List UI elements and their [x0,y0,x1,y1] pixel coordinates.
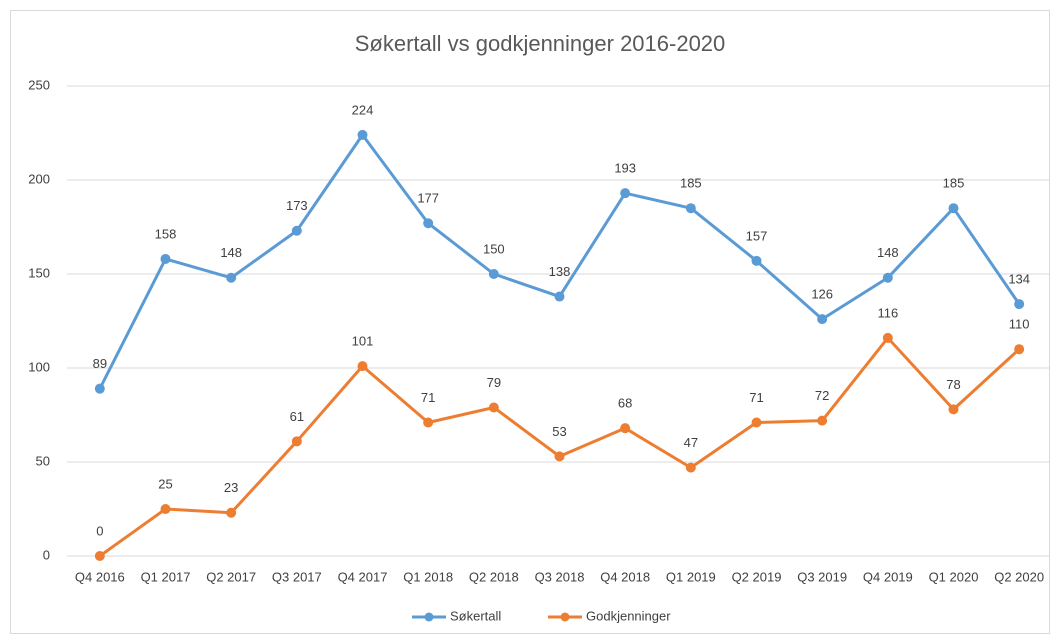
data-label: 101 [352,334,374,349]
point [94,383,105,394]
data-label: 79 [487,375,501,390]
point [817,415,828,426]
point [554,451,565,462]
data-label: 173 [286,198,308,213]
data-label: 150 [483,241,505,256]
point [423,218,434,229]
point [882,332,893,343]
point [357,129,368,140]
data-label: 138 [549,264,571,279]
point [948,404,959,415]
data-label: 89 [93,356,107,371]
x-tick-label: Q3 2019 [797,569,847,584]
data-label: 47 [684,435,698,450]
data-label: 148 [877,245,899,260]
point [817,314,828,325]
point [357,361,368,372]
x-tick-label: Q4 2017 [338,569,388,584]
data-label: 110 [1009,317,1030,332]
data-label: 193 [614,161,636,176]
data-label: 71 [421,390,435,405]
chart-border [10,10,1050,634]
data-label: 72 [815,388,829,403]
x-tick-label: Q2 2017 [206,569,256,584]
y-tick-label: 100 [28,359,50,374]
point [291,225,302,236]
data-label: 71 [749,390,763,405]
data-label: 177 [417,191,439,206]
data-label: 157 [746,228,768,243]
data-label: 23 [224,480,238,495]
point [948,203,959,214]
x-tick-label: Q4 2016 [75,569,125,584]
x-tick-label: Q4 2019 [863,569,913,584]
x-tick-label: Q1 2020 [929,569,979,584]
x-tick-label: Q1 2018 [403,569,453,584]
y-tick-label: 250 [28,77,50,92]
y-tick-label: 200 [28,171,50,186]
x-tick-label: Q3 2017 [272,569,322,584]
x-tick-label: Q2 2019 [732,569,782,584]
data-label: 61 [290,409,304,424]
point [94,551,105,561]
point [160,504,171,514]
data-label: 25 [158,476,172,491]
data-label: 148 [220,245,242,260]
point [291,436,302,447]
point [620,423,631,434]
data-label: 53 [552,424,566,439]
data-label: 158 [155,226,177,241]
data-label: 126 [811,287,833,302]
y-tick-label: 50 [36,453,50,468]
point [1014,344,1025,355]
x-tick-label: Q4 2018 [600,569,650,584]
point [226,272,237,283]
data-label: 185 [680,176,702,191]
legend-marker [560,612,570,622]
point [488,269,499,279]
legend-label: Søkertall [450,608,501,623]
point [160,253,171,264]
legend-marker [424,612,434,622]
x-tick-label: Q3 2018 [535,569,585,584]
point [685,203,696,214]
x-tick-label: Q1 2017 [141,569,191,584]
data-label: 68 [618,396,632,411]
point [751,417,762,428]
data-label: 224 [352,102,374,117]
data-label: 185 [943,176,965,191]
data-label: 134 [1008,272,1030,287]
point [226,507,237,518]
chart-title: Søkertall vs godkjenninger 2016-2020 [355,31,726,56]
x-tick-label: Q2 2018 [469,569,519,584]
point [1014,299,1025,310]
x-tick-label: Q2 2020 [994,569,1044,584]
data-label: 116 [877,305,898,320]
point [685,462,696,473]
data-label: 78 [946,377,960,392]
y-tick-label: 150 [28,265,50,280]
point [423,417,434,428]
point [620,188,631,199]
y-tick-label: 0 [43,547,50,562]
point [554,291,565,302]
x-tick-label: Q1 2019 [666,569,716,584]
point [751,255,762,266]
point [882,272,893,283]
legend-label: Godkjenninger [586,608,671,623]
data-label: 0 [96,523,103,538]
point [488,402,499,413]
